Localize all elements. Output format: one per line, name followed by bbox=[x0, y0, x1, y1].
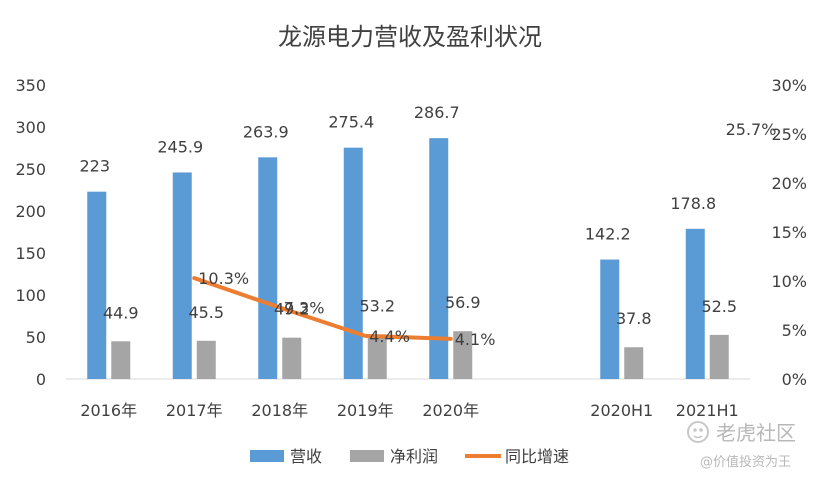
growth-rate-data-label: 4.1% bbox=[455, 330, 496, 349]
net-profit-data-label: 56.9 bbox=[445, 293, 481, 312]
left-axis-tick-label: 350 bbox=[15, 76, 46, 95]
data-labels: 223 245.9 263.9 275.4 286.7 142.2 178.8 44.9 45.… bbox=[79, 103, 776, 349]
net-profit-data-label: 45.5 bbox=[188, 303, 224, 322]
left-axis-ticks: 0 50 100 150 200 250 300 350 bbox=[15, 76, 46, 389]
right-axis-tick-label: 5% bbox=[782, 321, 807, 340]
left-axis-tick-label: 0 bbox=[36, 370, 46, 389]
x-axis-tick-label: 2021H1 bbox=[676, 401, 739, 420]
legend-swatch bbox=[350, 450, 384, 462]
revenue-data-label: 178.8 bbox=[670, 194, 716, 213]
left-axis-tick-label: 300 bbox=[15, 118, 46, 137]
legend: 营收 净利润 同比增速 bbox=[250, 447, 569, 466]
bar-series bbox=[87, 138, 729, 379]
right-axis-tick-label: 10% bbox=[771, 272, 807, 291]
net-profit-data-label: 52.5 bbox=[701, 297, 737, 316]
revenue-data-label: 142.2 bbox=[585, 225, 631, 244]
revenue-bar bbox=[429, 138, 449, 379]
net-profit-bar bbox=[367, 334, 387, 379]
right-axis-tick-label: 25% bbox=[771, 125, 807, 144]
left-axis-tick-label: 200 bbox=[15, 202, 46, 221]
left-axis-tick-label: 150 bbox=[15, 244, 46, 263]
left-axis-tick-label: 250 bbox=[15, 160, 46, 179]
watermark-logo-icon bbox=[687, 421, 709, 443]
right-axis-ticks: 0% 5% 10% 15% 20% 25% 30% bbox=[771, 76, 807, 389]
revenue-bar bbox=[343, 147, 363, 379]
legend-swatch bbox=[250, 450, 284, 462]
revenue-bar bbox=[172, 172, 192, 379]
x-axis-ticks: 2016年 2017年 2018年 2019年 2020年 2020H1 2021H1 bbox=[80, 401, 738, 420]
line-series bbox=[192, 276, 453, 341]
legend-label: 净利润 bbox=[390, 447, 438, 466]
net-profit-bar bbox=[282, 337, 302, 379]
net-profit-bar bbox=[453, 331, 473, 379]
watermark: 老虎社区 @价值投资为王 bbox=[687, 421, 796, 470]
growth-rate-data-label: 10.3% bbox=[198, 269, 249, 288]
net-profit-data-label: 44.9 bbox=[103, 303, 139, 322]
x-axis-tick-label: 2017年 bbox=[166, 401, 223, 420]
legend-label: 同比增速 bbox=[505, 447, 569, 466]
net-profit-data-label: 49.2 bbox=[274, 300, 310, 319]
net-profit-bar bbox=[709, 334, 729, 379]
chart-title: 龙源电力营收及盈利状况 bbox=[278, 23, 542, 51]
left-axis-tick-label: 50 bbox=[26, 328, 46, 347]
watermark-handle: @价值投资为王 bbox=[700, 454, 791, 470]
right-axis-tick-label: 15% bbox=[771, 223, 807, 242]
net-profit-bar bbox=[196, 340, 216, 379]
revenue-data-label: 245.9 bbox=[157, 137, 203, 156]
revenue-bar bbox=[685, 228, 705, 379]
watermark-brand: 老虎社区 bbox=[716, 421, 796, 445]
right-axis-tick-label: 20% bbox=[771, 174, 807, 193]
x-axis-tick-label: 2020H1 bbox=[590, 401, 653, 420]
revenue-bar bbox=[258, 157, 278, 379]
x-axis-tick-label: 2020年 bbox=[422, 401, 479, 420]
net-profit-data-label: 37.8 bbox=[616, 309, 652, 328]
revenue-data-label: 286.7 bbox=[414, 103, 460, 122]
growth-rate-data-label: 25.7% bbox=[726, 120, 777, 139]
revenue-bar bbox=[600, 259, 620, 379]
x-axis-tick-label: 2018年 bbox=[251, 401, 308, 420]
revenue-data-label: 223 bbox=[79, 157, 110, 176]
growth-rate-data-label: 4.4% bbox=[369, 327, 410, 346]
net-profit-data-label: 53.2 bbox=[359, 296, 395, 315]
revenue-data-label: 275.4 bbox=[328, 113, 374, 132]
x-axis-tick-label: 2016年 bbox=[80, 401, 137, 420]
growth-rate-line bbox=[192, 276, 453, 341]
right-axis-tick-label: 0% bbox=[782, 370, 807, 389]
legend-label: 营收 bbox=[290, 447, 322, 466]
right-axis-tick-label: 30% bbox=[771, 76, 807, 95]
x-axis-tick-label: 2019年 bbox=[337, 401, 394, 420]
growth-rate-data-label: 7.3% bbox=[284, 298, 325, 317]
revenue-data-label: 263.9 bbox=[243, 122, 289, 141]
left-axis-tick-label: 100 bbox=[15, 286, 46, 305]
net-profit-bar bbox=[624, 347, 644, 379]
net-profit-bar bbox=[111, 341, 131, 379]
revenue-bar bbox=[87, 191, 107, 379]
